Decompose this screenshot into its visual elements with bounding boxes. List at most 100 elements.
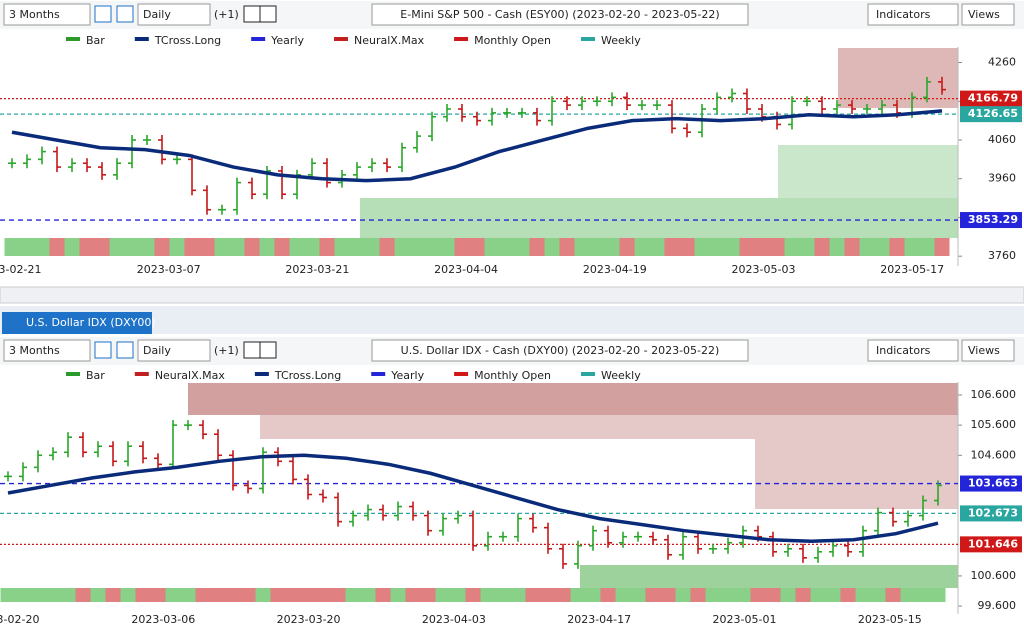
legend-swatch bbox=[581, 37, 595, 41]
signal-strip bbox=[330, 588, 346, 602]
x-tick-label: 2023-05-03 bbox=[732, 263, 796, 276]
signal-strip bbox=[765, 588, 781, 602]
signal-strip bbox=[244, 238, 260, 256]
signal-strip bbox=[495, 588, 511, 602]
signal-strip bbox=[465, 588, 481, 602]
signal-strip bbox=[874, 238, 890, 256]
signal-strip bbox=[214, 238, 230, 256]
toolbar-text[interactable]: Views bbox=[968, 344, 1000, 357]
toolbar-text[interactable]: Indicators bbox=[876, 8, 931, 21]
signal-strip bbox=[304, 238, 320, 256]
signal-strip bbox=[484, 238, 500, 256]
signal-strip bbox=[724, 238, 740, 256]
button[interactable] bbox=[94, 5, 112, 23]
y-tick-label: 100.600 bbox=[971, 569, 1017, 582]
dropdown[interactable] bbox=[137, 339, 211, 362]
button[interactable] bbox=[116, 341, 134, 359]
button[interactable] bbox=[94, 341, 112, 359]
signal-strip bbox=[540, 588, 556, 602]
zone bbox=[188, 383, 958, 415]
signal-strip bbox=[345, 588, 361, 602]
level-label: 4166.79 bbox=[968, 92, 1018, 105]
y-tick-label: 99.600 bbox=[978, 599, 1017, 612]
signal-strip bbox=[814, 238, 830, 256]
button[interactable] bbox=[243, 5, 261, 23]
signal-strip bbox=[405, 588, 421, 602]
tcross-line bbox=[11, 109, 943, 183]
signal-strip bbox=[604, 238, 620, 256]
signal-strip bbox=[240, 588, 256, 602]
x-tick-label: 2023-05-17 bbox=[880, 263, 944, 276]
signal-strip bbox=[754, 238, 770, 256]
signal-strip bbox=[105, 588, 121, 602]
dropdown[interactable] bbox=[3, 339, 91, 362]
toolbar-text: (+1) bbox=[214, 8, 239, 21]
dropdown[interactable] bbox=[867, 3, 959, 26]
signal-strip bbox=[195, 588, 211, 602]
toolbar-text[interactable]: 3 Months bbox=[9, 344, 60, 357]
scrollbar bbox=[0, 286, 1024, 304]
dropdown[interactable] bbox=[961, 339, 1015, 362]
signal-strip bbox=[124, 238, 140, 256]
signal-strip bbox=[319, 238, 335, 256]
dropdown[interactable] bbox=[867, 339, 959, 362]
signal-strip bbox=[394, 238, 410, 256]
toolbar-text[interactable]: Daily bbox=[143, 344, 171, 357]
tab-label[interactable]: U.S. Dollar IDX (DXY00) bbox=[26, 316, 156, 329]
x-tick-label: 2023-04-19 bbox=[583, 263, 647, 276]
toolbar-text[interactable]: Views bbox=[968, 8, 1000, 21]
toolbar-text[interactable]: E-Mini S&P 500 - Cash (ESY00) (2023-02-2… bbox=[400, 8, 719, 21]
level-label: 101.646 bbox=[968, 537, 1018, 550]
legend-label: Bar bbox=[86, 34, 105, 47]
signal-strip bbox=[334, 238, 350, 256]
signal-strip bbox=[255, 588, 271, 602]
level-box bbox=[960, 106, 1022, 123]
signal-strip bbox=[454, 238, 470, 256]
legend-label: NeuralX.Max bbox=[155, 369, 226, 382]
x-tick-label: 2023-05-01 bbox=[713, 613, 777, 626]
legend-swatch bbox=[581, 372, 595, 376]
dropdown[interactable] bbox=[137, 3, 211, 26]
y-tick-label: 4060 bbox=[988, 133, 1016, 146]
signal-strip bbox=[855, 588, 871, 602]
legend-label: Monthly Open bbox=[474, 34, 551, 47]
dropdown[interactable] bbox=[371, 3, 749, 26]
button[interactable] bbox=[259, 5, 277, 23]
toolbar-text[interactable]: Daily bbox=[143, 8, 171, 21]
signal-strip bbox=[769, 238, 785, 256]
signal-strip bbox=[225, 588, 241, 602]
signal-strip bbox=[349, 238, 365, 256]
signal-strip bbox=[664, 238, 680, 256]
dropdown[interactable] bbox=[371, 339, 749, 362]
button[interactable] bbox=[259, 341, 277, 359]
legend-label: Yearly bbox=[270, 34, 304, 47]
dropdown[interactable] bbox=[3, 3, 91, 26]
signal-strip bbox=[934, 238, 950, 256]
button[interactable] bbox=[116, 5, 134, 23]
signal-strip bbox=[30, 588, 46, 602]
signal-strip bbox=[409, 238, 425, 256]
y-tick-label: 106.600 bbox=[971, 388, 1017, 401]
toolbar-text[interactable]: Indicators bbox=[876, 344, 931, 357]
dropdown[interactable] bbox=[961, 3, 1015, 26]
y-tick-label: 3760 bbox=[988, 249, 1016, 262]
signal-strip bbox=[45, 588, 61, 602]
signal-strip bbox=[60, 588, 76, 602]
level-label: 4126.65 bbox=[968, 107, 1018, 120]
tab[interactable] bbox=[2, 312, 152, 334]
signal-strip bbox=[165, 588, 181, 602]
toolbar-text[interactable]: U.S. Dollar IDX - Cash (DXY00) (2023-02-… bbox=[401, 344, 720, 357]
x-tick-label: 2023-03-21 bbox=[285, 263, 349, 276]
signal-strip bbox=[199, 238, 215, 256]
signal-strip bbox=[139, 238, 155, 256]
signal-strip bbox=[919, 238, 935, 256]
zone bbox=[360, 198, 958, 238]
toolbar-text[interactable]: 3 Months bbox=[9, 8, 60, 21]
signal-strip bbox=[870, 588, 886, 602]
level-label: 102.673 bbox=[968, 506, 1018, 519]
signal-strip bbox=[529, 238, 545, 256]
button[interactable] bbox=[243, 341, 261, 359]
signal-strip bbox=[375, 588, 391, 602]
legend-label: Weekly bbox=[601, 34, 641, 47]
legend-swatch bbox=[334, 37, 349, 41]
